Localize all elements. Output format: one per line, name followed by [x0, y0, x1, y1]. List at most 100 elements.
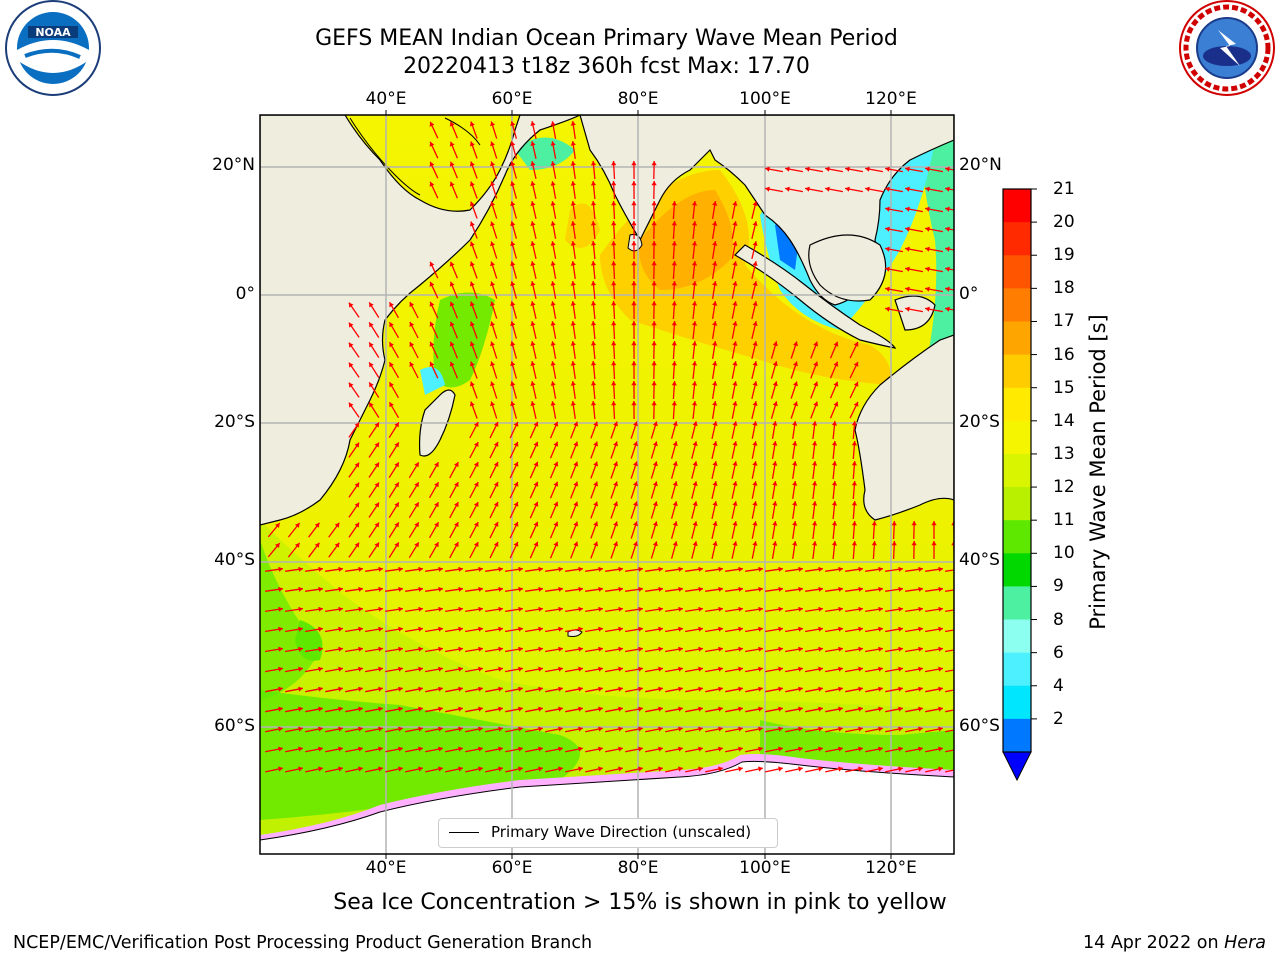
wave-arrow-head	[438, 626, 443, 632]
wave-arrow-head	[458, 686, 463, 692]
wave-arrow-head	[813, 381, 819, 387]
wave-arrow-head	[692, 481, 698, 487]
wave-arrow-head	[812, 541, 818, 546]
wave-arrow-head	[631, 201, 637, 206]
wave-arrow-head	[429, 321, 435, 327]
wave-arrow-head	[838, 646, 843, 652]
wave-arrow-head	[318, 746, 323, 752]
wave-arrow-head	[732, 281, 738, 286]
wave-arrow-head	[865, 186, 870, 192]
wave-arrow-head	[490, 141, 495, 147]
wave-arrow-head	[718, 586, 723, 592]
wave-arrow-head	[429, 361, 435, 367]
colorbar-segment	[1003, 652, 1031, 687]
wave-arrow-head	[631, 221, 637, 226]
wave-arrow-head	[558, 766, 563, 772]
wave-arrow-head	[671, 341, 677, 346]
wave-arrow-head	[633, 521, 638, 527]
wave-arrow-head	[858, 686, 863, 692]
wave-arrow-head	[429, 141, 435, 147]
wave-arrow-head	[698, 746, 703, 752]
wave-arrow-head	[898, 626, 903, 632]
wave-arrow-head	[498, 726, 503, 732]
wave-arrow-head	[378, 766, 383, 772]
wave-arrow-head	[618, 666, 623, 672]
wave-arrow-head	[550, 401, 556, 406]
wave-arrow-head	[778, 686, 783, 692]
wave-arrow-head	[638, 586, 643, 592]
wave-arrow-head	[570, 201, 576, 206]
wave-arrow-head	[438, 566, 443, 572]
wave-arrow-head	[478, 686, 483, 692]
wave-arrow-head	[772, 361, 778, 367]
wave-arrow-head	[672, 481, 678, 487]
bottom-tick-60e: 60°E	[491, 858, 533, 878]
wave-arrow-head	[878, 626, 883, 632]
wave-arrow-head	[298, 666, 303, 672]
wave-arrow-head	[638, 726, 643, 732]
wave-arrow-head	[958, 707, 963, 712]
wave-arrow-head	[918, 686, 923, 692]
wave-arrow-head	[418, 606, 423, 612]
wave-arrow-head	[530, 281, 536, 286]
wave-arrow-head	[658, 586, 663, 592]
wave-arrow-head	[530, 221, 536, 226]
wave-arrow-head	[449, 361, 455, 367]
wave-arrow-head	[314, 542, 320, 548]
wave-arrow-head	[449, 341, 455, 347]
colorbar-segment	[1003, 189, 1031, 223]
wave-arrow-head	[858, 566, 863, 572]
wave-arrow-head	[469, 181, 475, 187]
wave-arrow-head	[712, 221, 718, 226]
wave-arrow-head	[678, 706, 683, 712]
wave-arrow-head	[469, 161, 475, 167]
wave-arrow-head	[358, 646, 363, 652]
wave-arrow-head	[945, 266, 950, 272]
colorbar-tick-label: 20	[1053, 212, 1075, 233]
wave-arrow-head	[438, 606, 443, 612]
wave-arrow-head	[418, 726, 423, 732]
wave-arrow-head	[490, 361, 495, 367]
wave-arrow-head	[458, 586, 463, 592]
wave-arrow-head	[473, 422, 479, 427]
wave-arrow-head	[813, 401, 819, 407]
wave-arrow-head	[438, 686, 443, 692]
wave-arrow-head	[438, 746, 443, 752]
wave-arrow-head	[831, 521, 838, 526]
wave-arrow-head	[578, 766, 583, 772]
bottom-tick-80e: 80°E	[617, 858, 659, 878]
wave-arrow-head	[851, 521, 857, 526]
wave-arrow-head	[414, 502, 419, 508]
wave-direction-arrows	[264, 121, 963, 773]
wave-arrow-head	[778, 566, 783, 572]
wave-arrow-head	[348, 402, 354, 408]
wave-arrow-head	[409, 322, 415, 327]
wave-arrow-head	[469, 301, 475, 307]
wave-arrow-head	[958, 647, 963, 652]
wave-arrow-head	[348, 322, 354, 328]
wave-arrow-head	[318, 686, 323, 692]
wave-arrow-head	[651, 301, 657, 306]
wave-arrow-head	[348, 342, 354, 348]
wave-arrow-head	[752, 201, 758, 206]
wave-arrow-head	[498, 766, 503, 772]
wave-arrow-head	[454, 482, 459, 488]
wave-arrow-head	[338, 606, 343, 612]
wave-arrow-head	[449, 321, 455, 327]
wave-arrow-head	[878, 586, 883, 592]
wave-arrow-head	[449, 301, 455, 307]
wave-arrow-head	[678, 586, 683, 592]
wave-arrow-head	[918, 606, 923, 612]
wave-arrow-head	[918, 746, 923, 752]
axis-ticks	[385, 110, 892, 859]
wave-arrow-head	[732, 461, 738, 466]
wave-arrow-head	[318, 726, 323, 732]
wave-arrow-head	[938, 646, 943, 652]
wave-arrow-head	[275, 543, 280, 548]
wave-arrow-head	[369, 322, 374, 328]
wave-arrow-head	[851, 461, 857, 466]
wave-arrow-head	[449, 121, 455, 127]
wave-arrow-head	[758, 586, 763, 592]
wave-arrow-head	[678, 646, 683, 652]
